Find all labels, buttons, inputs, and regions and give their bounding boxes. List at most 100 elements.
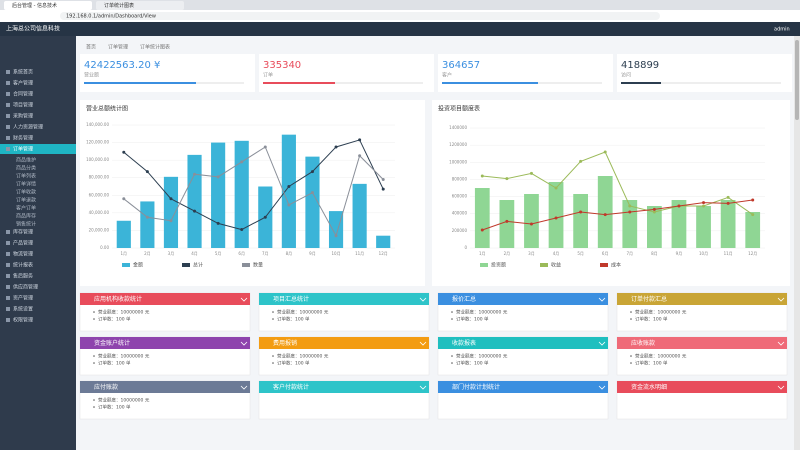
x-tick-label: 1月	[479, 251, 486, 256]
x-tick-label: 11月	[355, 251, 364, 256]
bar	[328, 211, 344, 248]
panel-title: 项目汇总统计	[273, 295, 309, 303]
x-tick-label: 5月	[577, 251, 584, 256]
menu-item[interactable]: 售后服务	[13, 273, 33, 280]
menu-item[interactable]: 人力资源管理	[13, 124, 43, 131]
bullet	[630, 355, 632, 357]
menu-item[interactable]: 库存管理	[13, 229, 33, 236]
panel-line: 营业额度：10000000 元	[277, 353, 329, 360]
x-tick-label: 6月	[602, 251, 609, 256]
bullet	[272, 355, 274, 357]
y-tick-label: 100,000.00	[86, 157, 109, 162]
menu-item[interactable]: 合同管理	[13, 91, 33, 98]
menu-item[interactable]: 物流管理	[13, 251, 33, 258]
bullet	[630, 311, 632, 313]
bar	[647, 206, 662, 248]
x-tick-label: 4月	[191, 251, 198, 256]
submenu-item[interactable]: 订单退款	[16, 197, 36, 204]
submenu-item[interactable]: 客户订单	[16, 205, 36, 212]
point	[287, 185, 291, 188]
chevron[interactable]	[598, 341, 606, 346]
chevron[interactable]	[777, 341, 785, 346]
menu-item[interactable]: 系统首页	[13, 69, 33, 76]
point	[480, 228, 484, 232]
chevron[interactable]	[240, 297, 248, 302]
point	[145, 215, 149, 219]
bar	[720, 200, 736, 248]
panel-line: 营业额度：10000000 元	[456, 353, 508, 360]
panel-header[interactable]	[438, 381, 608, 393]
menu-item[interactable]: 财务管理	[13, 135, 33, 142]
legend-label: 数量	[253, 262, 263, 269]
chevron[interactable]	[240, 341, 248, 346]
panel-header[interactable]	[259, 337, 429, 349]
panel-header[interactable]	[617, 381, 787, 393]
x-tick-label: 11月	[724, 251, 733, 256]
submenu-item[interactable]: 销售统计	[16, 221, 36, 228]
menu-item[interactable]: 客户管理	[13, 80, 33, 87]
menu-item[interactable]: 采购管理	[13, 113, 33, 120]
submenu-item[interactable]: 商品分类	[16, 165, 36, 172]
x-tick-label: 6月	[238, 251, 245, 256]
y-tick-label: 200000	[452, 228, 468, 233]
submenu-item[interactable]: 订单收款	[16, 189, 36, 196]
chevron[interactable]	[598, 385, 606, 390]
submenu-item[interactable]: 商品库存	[16, 213, 36, 220]
point	[751, 198, 755, 202]
point	[334, 145, 338, 149]
chevron[interactable]	[777, 297, 785, 302]
y-tick-label: 1400000	[449, 125, 467, 130]
menu-item[interactable]: 供应商管理	[13, 284, 38, 291]
panel-header[interactable]	[80, 293, 250, 305]
legend-swatch	[480, 263, 488, 267]
menu-item[interactable]: 统计报表	[13, 262, 33, 269]
chevron[interactable]	[240, 385, 248, 390]
menu-item[interactable]: 资产管理	[13, 295, 33, 302]
chevron[interactable]	[598, 297, 606, 302]
chevron[interactable]	[419, 385, 427, 390]
panel-header[interactable]	[438, 293, 608, 305]
url: 192.168.0.1/admin/Dashboard/View	[66, 14, 156, 20]
bullet	[451, 318, 453, 320]
bar	[376, 235, 391, 248]
menu-item[interactable]: 系统设置	[13, 306, 33, 313]
panel-header[interactable]	[617, 337, 787, 349]
chevron[interactable]	[419, 297, 427, 302]
stat-value: 335340	[263, 60, 301, 71]
stat-value: 364657	[442, 60, 480, 71]
bullet	[451, 355, 453, 357]
tab[interactable]	[96, 1, 184, 10]
menu-icon	[6, 318, 10, 322]
x-tick-label: 3月	[528, 251, 535, 256]
chevron[interactable]	[419, 341, 427, 346]
panel-header[interactable]	[80, 337, 250, 349]
x-tick-label: 12月	[748, 251, 757, 256]
bar	[187, 154, 202, 248]
point	[358, 138, 362, 142]
point	[216, 175, 220, 179]
point	[628, 210, 632, 214]
panel-title: 报价汇总	[452, 295, 476, 303]
menu-item[interactable]: 产品管理	[13, 240, 33, 247]
scroll-thumb[interactable]	[795, 40, 799, 120]
menu-item[interactable]: 项目管理	[13, 102, 33, 109]
y-tick-label: 120,000.00	[86, 140, 109, 145]
panel-title: 订单付款汇总	[631, 295, 667, 303]
menu-item[interactable]: 权限管理	[13, 317, 33, 324]
panel-header[interactable]	[259, 293, 429, 305]
submenu-item[interactable]: 订单详情	[16, 181, 36, 188]
submenu-item[interactable]: 商品维护	[16, 157, 36, 164]
menu-icon	[6, 263, 10, 267]
panel-header[interactable]	[259, 381, 429, 393]
panel-header[interactable]	[617, 293, 787, 305]
submenu-item[interactable]: 订单列表	[16, 173, 36, 180]
bar	[499, 200, 515, 248]
menu-item[interactable]: 订单管理	[13, 146, 33, 153]
menu-icon	[6, 147, 10, 151]
menu-icon	[6, 136, 10, 140]
tab[interactable]	[4, 1, 92, 10]
app-header	[0, 22, 800, 36]
panel-header[interactable]	[80, 381, 250, 393]
chevron[interactable]	[777, 385, 785, 390]
panel-header[interactable]	[438, 337, 608, 349]
